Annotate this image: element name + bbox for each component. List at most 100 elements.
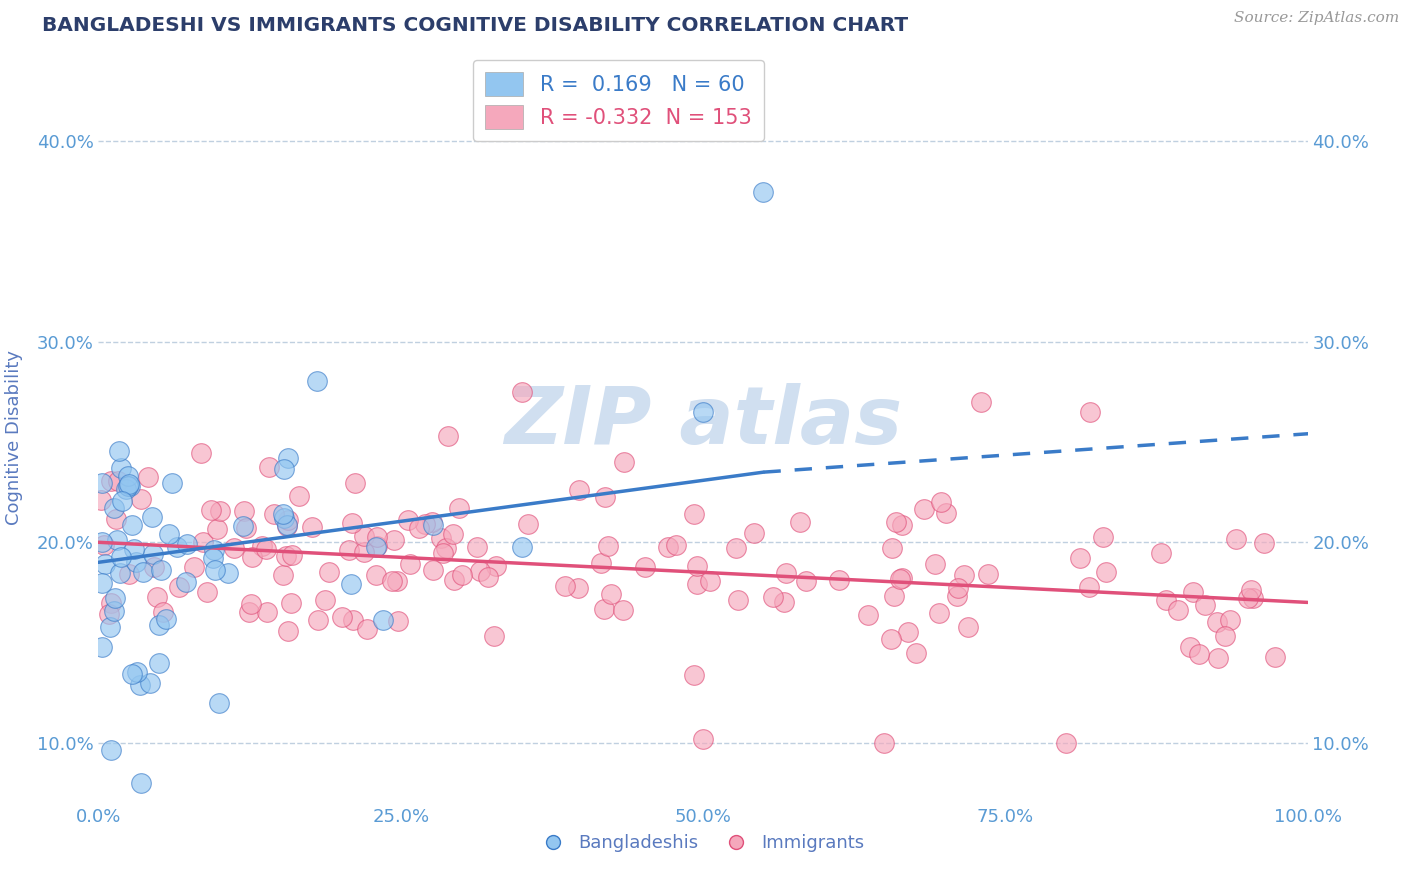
Point [692,731,714,746]
Point [128,678,150,692]
Point [129,491,152,506]
Point [117,469,139,483]
Point [353,529,375,543]
Point [773,595,796,609]
Point [176,574,198,589]
Point [371,614,394,628]
Point [1241,591,1264,605]
Point [208,504,231,518]
Point [1239,583,1261,598]
Point [250,539,273,553]
Point [256,606,278,620]
Point [451,567,474,582]
Point [232,519,254,533]
Point [436,429,458,443]
Point [277,624,299,638]
Point [1205,615,1227,629]
Point [91,476,114,491]
Point [104,511,127,525]
Point [287,489,309,503]
Point [207,522,229,536]
Point [828,573,851,587]
Point [305,374,328,388]
Point [727,593,749,607]
Point [176,537,198,551]
Point [449,500,471,515]
Point [149,563,172,577]
Point [117,479,139,493]
Point [148,618,170,632]
Point [91,576,114,591]
Point [273,462,295,476]
Point [125,665,148,679]
Point [935,506,957,520]
Point [318,565,340,579]
Point [121,518,143,533]
Point [98,620,121,634]
Point [1150,545,1173,559]
Point [665,538,688,552]
Point [434,541,457,555]
Point [94,557,117,571]
Point [1167,602,1189,616]
Point [195,584,218,599]
Point [946,589,969,603]
Point [100,596,122,610]
Point [1194,598,1216,612]
Point [277,451,299,466]
Point [396,513,419,527]
Point [856,607,879,622]
Point [441,527,464,541]
Point [1188,647,1211,661]
Point [1253,536,1275,550]
Point [1178,640,1201,655]
Point [166,540,188,554]
Point [1054,736,1077,750]
Point [340,516,363,531]
Point [762,591,785,605]
Point [432,546,454,560]
Point [880,541,903,556]
Point [1091,530,1114,544]
Point [1236,591,1258,606]
Point [873,736,896,750]
Point [273,510,295,524]
Point [129,776,152,790]
Point [193,535,215,549]
Point [880,632,903,646]
Point [110,461,132,475]
Point [110,566,132,581]
Point [105,533,128,548]
Point [254,541,277,556]
Point [330,609,353,624]
Point [118,479,141,493]
Point [1094,566,1116,580]
Point [657,541,679,555]
Point [344,476,367,491]
Point [928,606,950,620]
Point [384,533,406,548]
Point [598,539,620,553]
Point [143,560,166,574]
Point [1213,629,1236,643]
Point [366,540,388,554]
Point [118,477,141,491]
Point [1225,533,1247,547]
Point [107,474,129,488]
Point [685,558,707,573]
Point [110,549,132,564]
Point [482,629,505,643]
Point [398,557,420,571]
Point [946,581,969,595]
Point [160,475,183,490]
Point [896,624,918,639]
Point [142,547,165,561]
Point [271,568,294,582]
Point [413,516,436,531]
Point [353,545,375,559]
Point [132,565,155,579]
Point [775,566,797,580]
Point [430,531,453,545]
Point [204,543,226,558]
Point [1264,650,1286,665]
